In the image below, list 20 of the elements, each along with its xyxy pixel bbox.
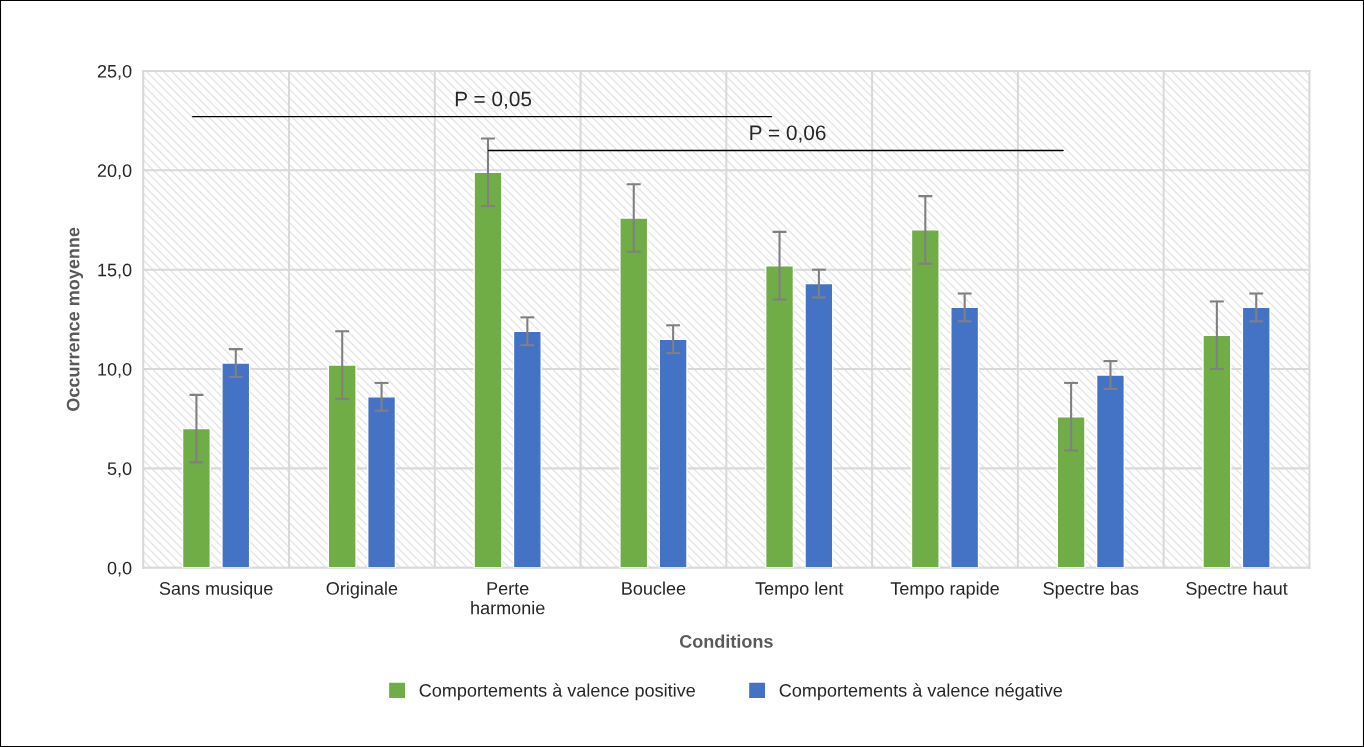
x-tick-label: Perte harmonie: [471, 582, 545, 615]
x-tick-label: Sans musique: [159, 581, 273, 599]
y-tick-label: 10,0: [98, 362, 132, 378]
annotation: P = 0,06: [750, 125, 826, 143]
x-tick-label: Tempo lent: [755, 581, 844, 599]
x-tick-label: Bouclee: [622, 581, 686, 595]
legend-label: Comportements à valence positive: [419, 683, 695, 701]
x-tick-label: Spectre haut: [1186, 581, 1288, 599]
y-tick-label: 5,0: [107, 462, 132, 478]
x-tick-label: Tempo rapide: [890, 581, 999, 599]
y-tick-label: 25,0: [97, 64, 132, 80]
x-axis-title: Conditions: [679, 634, 773, 648]
x-tick-label: Originale: [326, 581, 398, 599]
y-tick-label: 15,0: [98, 263, 132, 279]
y-tick-label: 0,0: [107, 561, 132, 577]
x-tick-label: Spectre bas: [1043, 581, 1139, 599]
y-axis-title: Occurrence moyenne: [66, 227, 84, 411]
annotation: P = 0,05: [455, 91, 532, 109]
legend-label: Comportements à valence négative: [779, 683, 1063, 701]
y-tick-label: 20,0: [97, 164, 132, 180]
